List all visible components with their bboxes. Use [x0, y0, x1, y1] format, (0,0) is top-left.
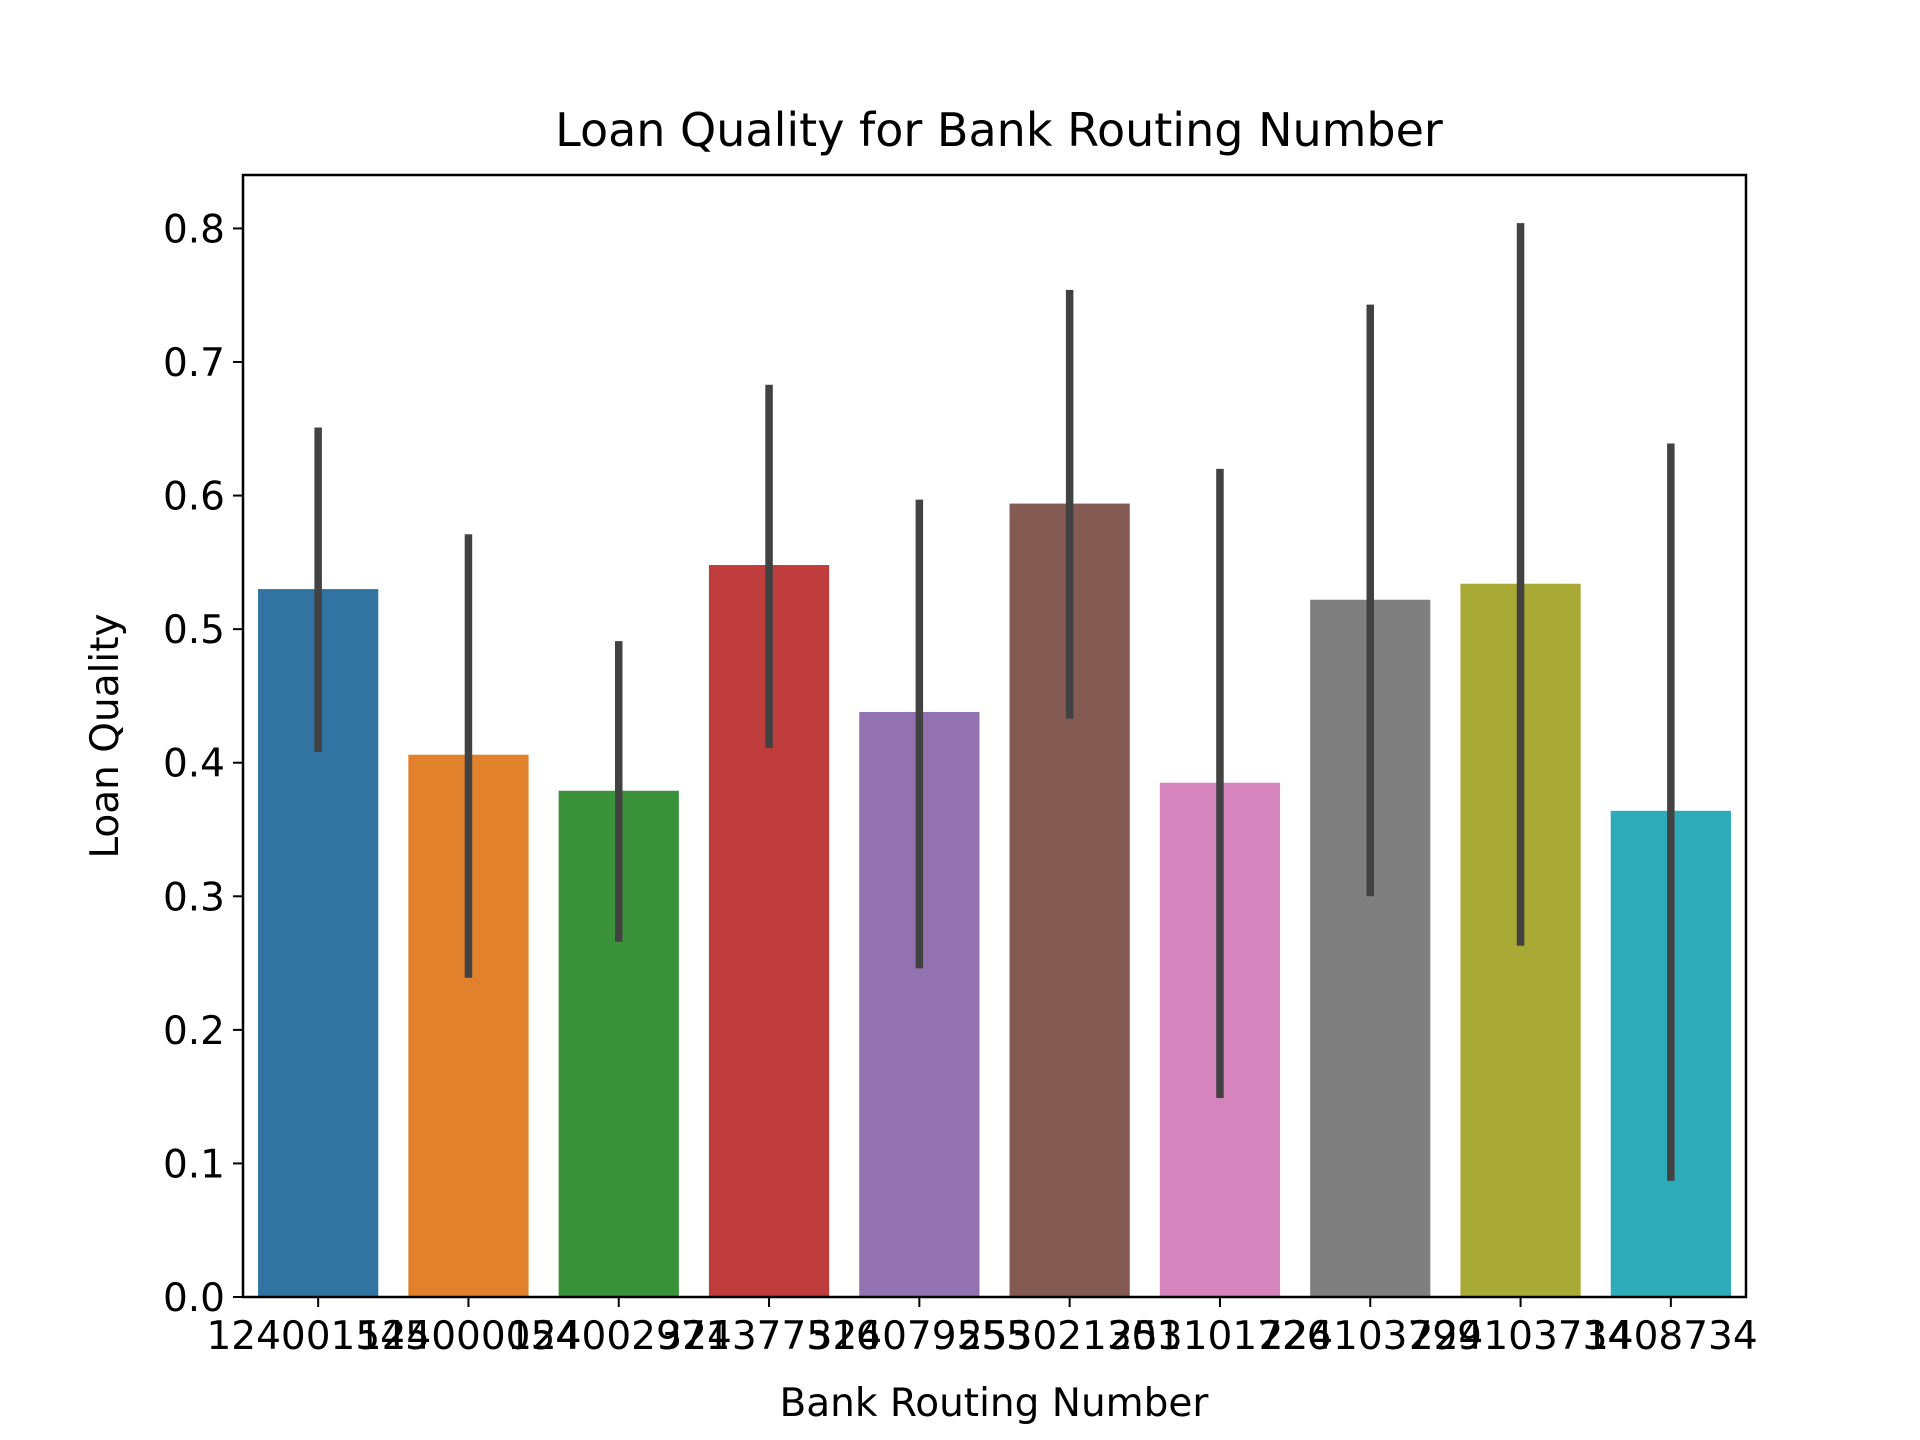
y-tick-label: 0.3: [163, 875, 225, 920]
chart-title: Loan Quality for Bank Routing Number: [555, 103, 1443, 157]
x-tick-label: 253021301: [958, 1314, 1181, 1359]
y-axis-label: Loan Quality: [83, 613, 128, 858]
x-tick-label: 124000054: [357, 1314, 580, 1359]
x-tick-label: 124001545: [206, 1314, 429, 1359]
y-tick-label: 0.6: [163, 475, 225, 520]
x-tick-label: 1408734: [1584, 1314, 1758, 1359]
x-tick-label: 324377516: [657, 1314, 880, 1359]
y-tick-label: 0.0: [163, 1276, 225, 1321]
x-tick-label: 124002971: [507, 1314, 730, 1359]
plot-frame: [241, 173, 1748, 1299]
x-tick-label: 224103799: [1259, 1314, 1482, 1359]
y-tick-label: 0.2: [163, 1009, 225, 1054]
x-tick-label: 253101726: [1108, 1314, 1331, 1359]
y-tick-label: 0.1: [163, 1142, 225, 1187]
bars-group: [258, 503, 1731, 1298]
y-tick-label: 0.4: [163, 742, 225, 787]
y-tick-label: 0.7: [163, 341, 225, 386]
x-axis-label: Bank Routing Number: [780, 1381, 1210, 1426]
x-tick-label: 324079555: [808, 1314, 1031, 1359]
y-tick-label: 0.8: [163, 207, 225, 252]
x-tick-label: 224103734: [1409, 1314, 1632, 1359]
y-axis: 0.0 0.1 0.2 0.3 0.4 0.5 0.6 0.7 0.8: [163, 207, 243, 1321]
y-tick-label: 0.5: [163, 608, 225, 653]
x-axis: 1240015451240000541240029713243775163240…: [206, 1297, 1758, 1359]
error-bars-group: [314, 223, 1675, 1181]
